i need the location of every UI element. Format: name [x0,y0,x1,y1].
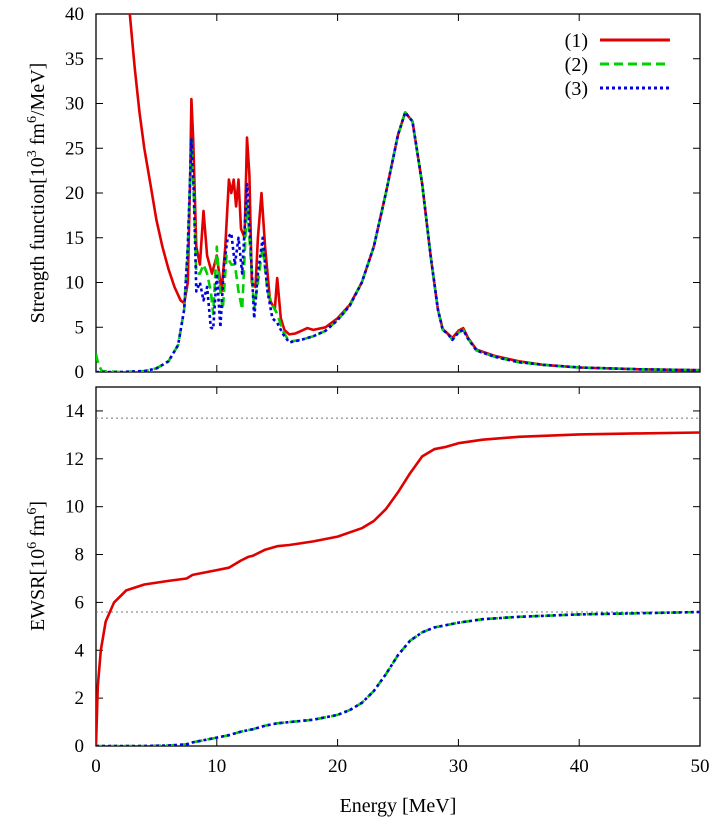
top-series-2-line [96,111,700,372]
bottom-series-2-line [96,610,700,746]
legend-label-2: (2) [565,54,588,76]
top-panel-frame [95,13,701,373]
bottom-ylabel-tail: ] [27,501,49,508]
xtick-label: 0 [91,756,101,777]
legend-label-1: (1) [565,30,588,52]
top-ytick-label: 10 [65,273,84,294]
bottom-ytick-label: 0 [75,736,85,757]
xtick-label: 10 [207,756,226,777]
bottom-ylabel-mid: fm [27,514,49,542]
xtick-label: 40 [570,756,589,777]
legend: (1) (2) (3) [565,30,670,100]
top-ylabel-mid: fm [27,123,49,151]
xtick-label: 30 [449,756,468,777]
top-ylabel-main: Strength function[10 [27,157,49,323]
bottom-ylabel-sup2: 6 [25,508,40,515]
bottom-panel-frame [95,386,701,747]
top-ytick-label: 40 [65,4,84,25]
top-ytick-label: 25 [65,138,84,159]
top-ylabel-tail: /MeV] [27,63,49,116]
bottom-series-3-line [96,610,700,746]
bottom-ytick-label: 12 [65,449,84,470]
top-ytick-label: 5 [75,317,85,338]
bottom-ylabel: EWSR[106 fm6] [25,501,49,631]
bottom-series-1-line [96,431,700,746]
strength-function-plot: 0 5 10 15 20 25 30 35 40 [65,4,701,383]
legend-label-3: (3) [565,78,588,100]
top-ytick-label: 35 [65,49,84,70]
top-ylabel-sup: 3 [25,150,40,157]
bottom-ytick-label: 8 [75,545,85,566]
top-ylabel: Strength function[103 fm6/MeV] [25,63,49,324]
top-series-1-line [128,14,700,372]
x-axis-label: Energy [MeV] [340,795,457,817]
bottom-ytick-label: 6 [75,592,85,613]
bottom-ytick-label: 10 [65,497,84,518]
bottom-ylabel-main: EWSR[10 [27,549,49,631]
bottom-ylabel-sup: 6 [25,542,40,549]
top-ytick-label: 20 [65,183,84,204]
top-ytick-label: 0 [75,362,85,383]
top-ytick-label: 15 [65,228,84,249]
top-ylabel-sup2: 6 [25,116,40,123]
xtick-label: 20 [328,756,347,777]
bottom-ytick-label: 4 [75,640,85,661]
top-ytick-label: 30 [65,94,84,115]
xtick-label: 50 [691,756,710,777]
bottom-ytick-label: 2 [75,688,85,709]
bottom-ytick-label: 14 [65,401,85,422]
ewsr-plot: 0 2 4 6 8 10 12 14 0 10 20 30 40 50 [65,387,710,777]
top-series-3-line [96,111,700,372]
